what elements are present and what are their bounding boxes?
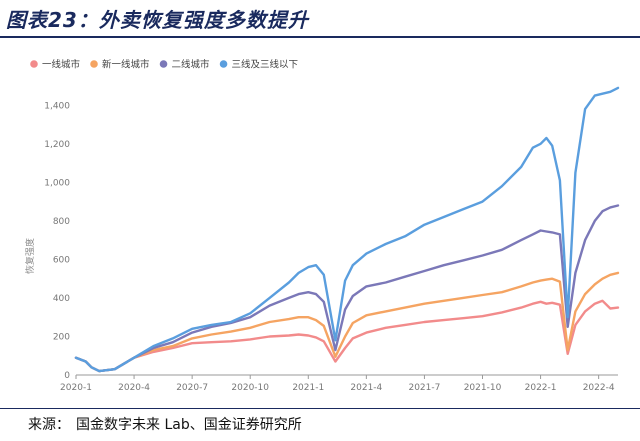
x-tick-label: 2020-10 bbox=[231, 383, 269, 393]
figure-title: 图表23：外卖恢复强度多数提升 bbox=[6, 8, 309, 32]
source-note: 来源： 国金数字未来 Lab、国金证券研究所 bbox=[28, 414, 302, 434]
y-tick-label: 200 bbox=[53, 332, 70, 342]
x-tick-label: 2021-7 bbox=[408, 383, 440, 393]
legend-marker bbox=[30, 60, 38, 68]
legend-label: 二线城市 bbox=[172, 59, 211, 71]
x-tick-label: 2021-4 bbox=[350, 383, 382, 393]
x-tick-label: 2020-7 bbox=[176, 383, 208, 393]
y-axis: 0 200 400 600 800 1,000 1,200 1,400 bbox=[44, 101, 70, 381]
title-divider bbox=[0, 36, 640, 38]
y-tick-label: 600 bbox=[53, 255, 70, 265]
legend-marker bbox=[159, 60, 168, 68]
legend-label: 三线及三线以下 bbox=[232, 59, 299, 71]
source-divider bbox=[0, 408, 640, 409]
source-label: 来源： bbox=[28, 417, 70, 433]
series-line bbox=[74, 299, 620, 373]
chart-legend: 一线城市 新一线城市 二线城市 三线及三线以下 bbox=[30, 59, 298, 71]
x-tick-label: 2021-10 bbox=[464, 383, 502, 393]
y-tick-label: 400 bbox=[53, 294, 70, 304]
x-tick-label: 2022-1 bbox=[525, 383, 557, 393]
series-line bbox=[74, 86, 620, 373]
y-tick-label: 1,200 bbox=[44, 140, 70, 150]
x-tick-label: 2020-4 bbox=[118, 383, 150, 393]
y-tick-label: 1,400 bbox=[44, 101, 70, 111]
y-tick-label: 800 bbox=[53, 217, 70, 227]
x-tick-label: 2021-1 bbox=[292, 383, 324, 393]
y-tick-label: 0 bbox=[64, 371, 70, 381]
series-line bbox=[74, 204, 620, 373]
x-tick-label: 2020-1 bbox=[60, 383, 92, 393]
x-tick-label: 2022-4 bbox=[583, 383, 615, 393]
legend-marker bbox=[90, 60, 98, 68]
series-lines bbox=[74, 86, 620, 373]
legend-label: 一线城市 bbox=[42, 59, 81, 71]
legend-marker bbox=[219, 60, 228, 68]
source-text: 国金数字未来 Lab、国金证券研究所 bbox=[76, 417, 302, 433]
x-axis: 2020-1 2020-4 2020-7 2020-10 2021-1 2021-4 202… bbox=[60, 374, 618, 393]
legend-label: 新一线城市 bbox=[102, 59, 150, 71]
y-tick-label: 1,000 bbox=[44, 178, 70, 188]
y-axis-label: 恢复强度 bbox=[24, 238, 36, 274]
line-chart: 一线城市 新一线城市 二线城市 三线及三线以下 恢复强度 0 200 400 600 800 1… bbox=[24, 59, 620, 393]
series-line bbox=[74, 271, 620, 373]
